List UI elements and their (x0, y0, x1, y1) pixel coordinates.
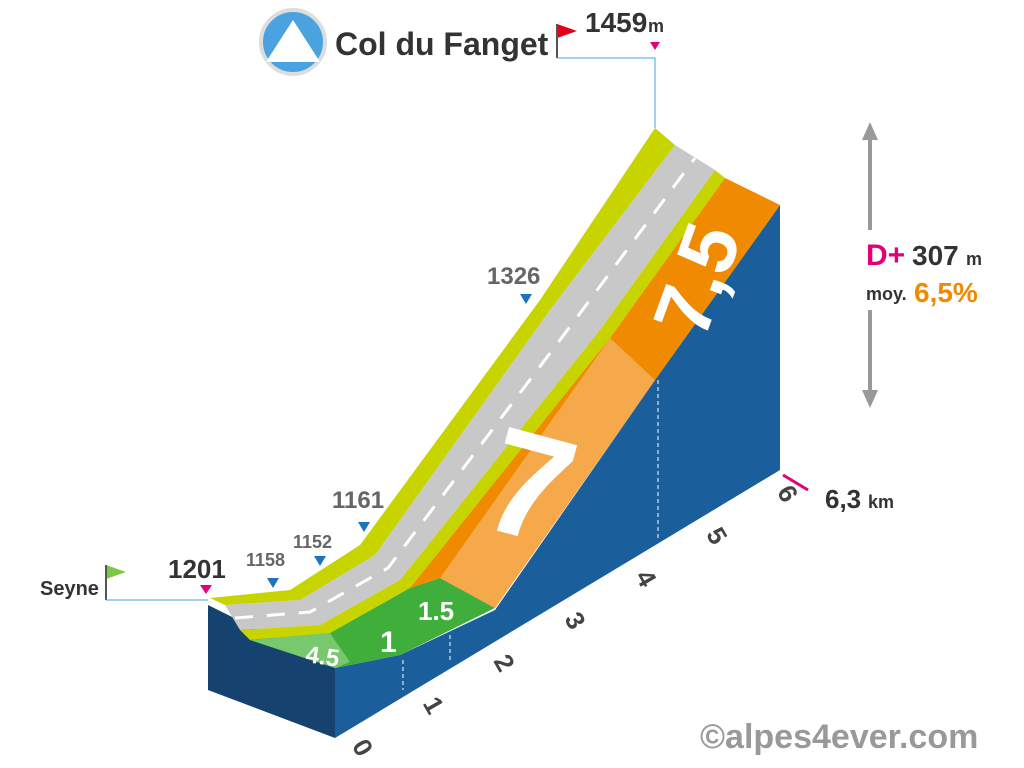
waypoint-marker (314, 556, 326, 566)
start-altitude: 1201 (168, 554, 226, 584)
segment-label: 1.5 (418, 596, 454, 626)
waypoint: 1326 (487, 263, 540, 290)
km-marker: 1 (417, 691, 450, 719)
km-marker: 6 (771, 480, 804, 508)
waypoint-marker (358, 522, 370, 532)
dplus-label: D+ (866, 239, 905, 272)
waypoint: 1158 (246, 550, 285, 570)
credit: ©alpes4ever.com (700, 718, 978, 756)
km-marker: 5 (700, 522, 733, 550)
km-markers: 0 1 2 3 4 5 6 (346, 480, 804, 762)
base-front (208, 605, 335, 738)
distance-value: 6,3 (825, 484, 861, 514)
arrow-head (862, 122, 878, 140)
avg-value: 6,5% (914, 277, 978, 308)
waypoint: 1161 (332, 487, 384, 514)
distance-unit: km (868, 492, 894, 512)
waypoint-marker (267, 578, 279, 588)
start-flag (106, 565, 126, 579)
orange-light (440, 338, 655, 608)
start-name: Seyne (40, 578, 99, 600)
summit-altitude: 1459 (585, 7, 647, 38)
km-marker: 2 (488, 649, 521, 677)
side-wall (335, 205, 780, 738)
green-light (250, 633, 350, 668)
km-marker: 3 (559, 607, 592, 635)
summit-unit: m (648, 16, 664, 36)
dplus-value: 307 (912, 240, 959, 271)
summit-flag (557, 24, 577, 38)
summit-marker (650, 42, 660, 50)
start-marker (200, 585, 212, 594)
logo-mountain (266, 20, 320, 62)
segment-label: 1 (380, 626, 397, 659)
yellow-edge (210, 128, 675, 605)
arrow-head (862, 390, 878, 408)
stats-bg (855, 230, 990, 310)
summit-leader (557, 57, 656, 128)
waypoint: 1152 (293, 532, 332, 552)
km-marker: 4 (630, 564, 663, 592)
road-dashes (234, 157, 697, 620)
road (225, 145, 715, 630)
title: Col du Fanget (335, 26, 549, 62)
avg-label: moy. (866, 284, 907, 304)
segment-label: 4.5 (304, 641, 341, 672)
dplus-unit: m (966, 249, 982, 269)
km-marker: 0 (346, 734, 379, 762)
distance-tick (782, 473, 809, 492)
waypoint-marker (520, 294, 532, 304)
